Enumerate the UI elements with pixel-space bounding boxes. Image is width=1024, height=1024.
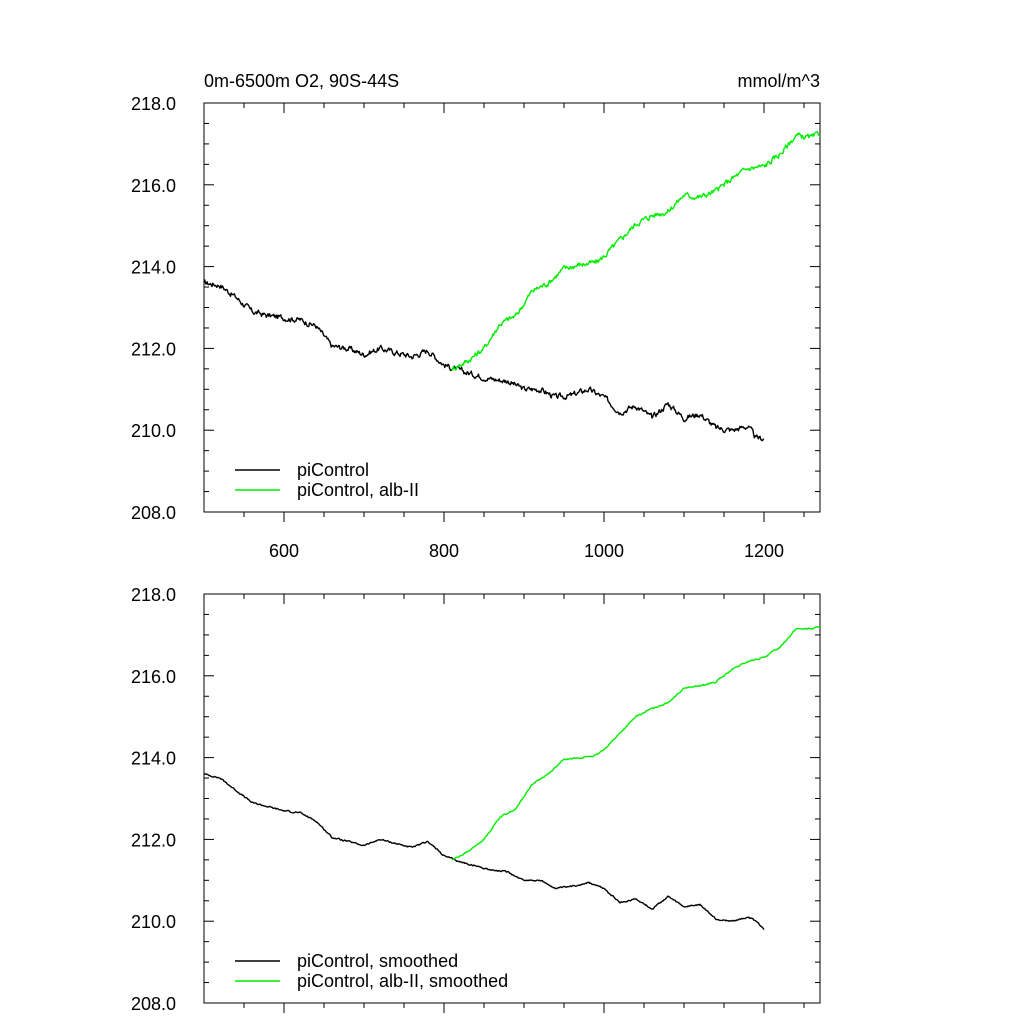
- ytick-label: 214.0: [131, 749, 176, 769]
- ytick-label: 210.0: [131, 912, 176, 932]
- top-panel-units: mmol/m^3: [738, 71, 820, 91]
- legend-label: piControl: [297, 460, 369, 480]
- bottom-panel: 208.0 210.0 212.0 214.0 216.0 218.0 piControl…: [131, 585, 821, 1014]
- top-panel-ticks: [204, 102, 820, 522]
- legend-label: piControl, alb-II, smoothed: [297, 971, 508, 991]
- top-panel-series: [203, 131, 821, 442]
- ytick-label: 216.0: [131, 667, 176, 687]
- ytick-label: 208.0: [131, 994, 176, 1014]
- xtick-label: 1000: [584, 541, 624, 561]
- bottom-series-alb-ii-line: [451, 625, 820, 861]
- legend-label: piControl, smoothed: [297, 951, 458, 971]
- ytick-label: 216.0: [131, 176, 176, 196]
- top-panel-frame: [203, 102, 821, 513]
- bottom-panel-tick-labels: 208.0 210.0 212.0 214.0 216.0 218.0: [131, 585, 176, 1014]
- top-panel-tick-labels: 208.0 210.0 212.0 214.0 216.0 218.0 600 800 1000…: [131, 94, 784, 561]
- ytick-label: 208.0: [131, 503, 176, 523]
- bottom-panel-frame: [203, 593, 821, 1004]
- top-panel: 0m-6500m O2, 90S-44S mmol/m^3 208.0 210.0…: [131, 71, 821, 561]
- ytick-label: 212.0: [131, 339, 176, 359]
- xtick-label: 1200: [744, 541, 784, 561]
- ytick-label: 214.0: [131, 258, 176, 278]
- xtick-label: 600: [269, 541, 299, 561]
- top-series-alb-ii-line: [451, 131, 821, 371]
- ytick-label: 218.0: [131, 94, 176, 114]
- top-panel-title: 0m-6500m O2, 90S-44S: [204, 71, 399, 91]
- xtick-label: 800: [429, 541, 459, 561]
- legend-label: piControl, alb-II: [297, 480, 419, 500]
- bottom-series-picontrol-line: [203, 773, 765, 930]
- bottom-panel-ticks: [204, 593, 820, 1013]
- top-series-picontrol-line: [203, 279, 765, 442]
- ytick-label: 218.0: [131, 585, 176, 605]
- ytick-label: 212.0: [131, 830, 176, 850]
- bottom-panel-series: [203, 625, 820, 930]
- ytick-label: 210.0: [131, 421, 176, 441]
